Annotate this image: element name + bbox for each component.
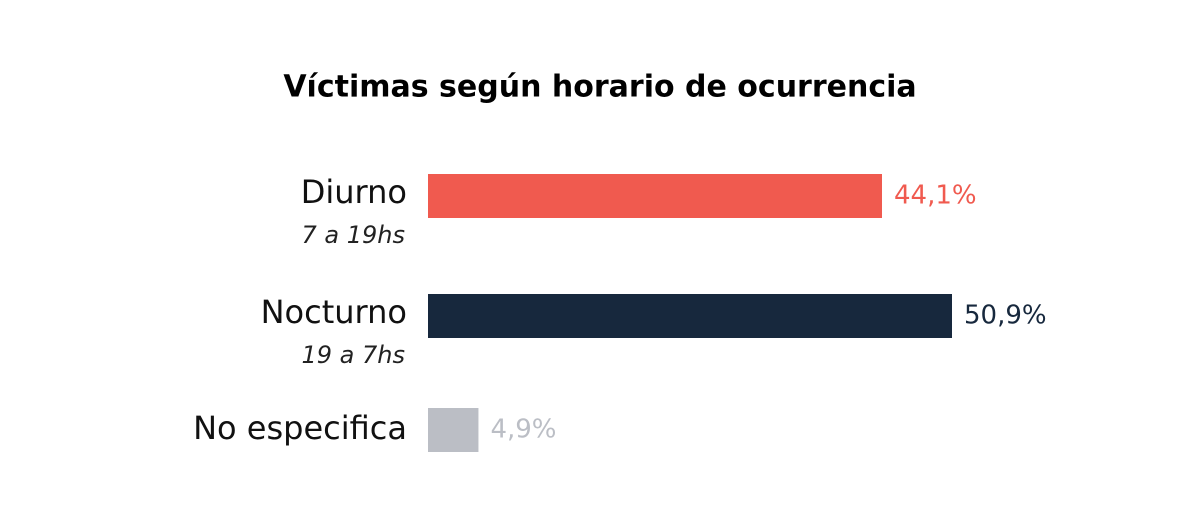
bar [428,408,479,452]
value-label: 44,1% [894,181,977,211]
value-label: 50,9% [964,301,1047,331]
value-label: 4,9% [490,415,556,445]
category-sublabel: 7 a 19hs [302,221,406,249]
category-sublabel: 19 a 7hs [302,341,406,369]
bar [428,174,882,218]
category-label: Diurno [301,173,407,211]
category-label: No especifica [193,409,407,447]
bar [428,294,952,338]
category-label: Nocturno [261,293,407,331]
chart-title: Víctimas según horario de ocurrencia [283,70,916,105]
